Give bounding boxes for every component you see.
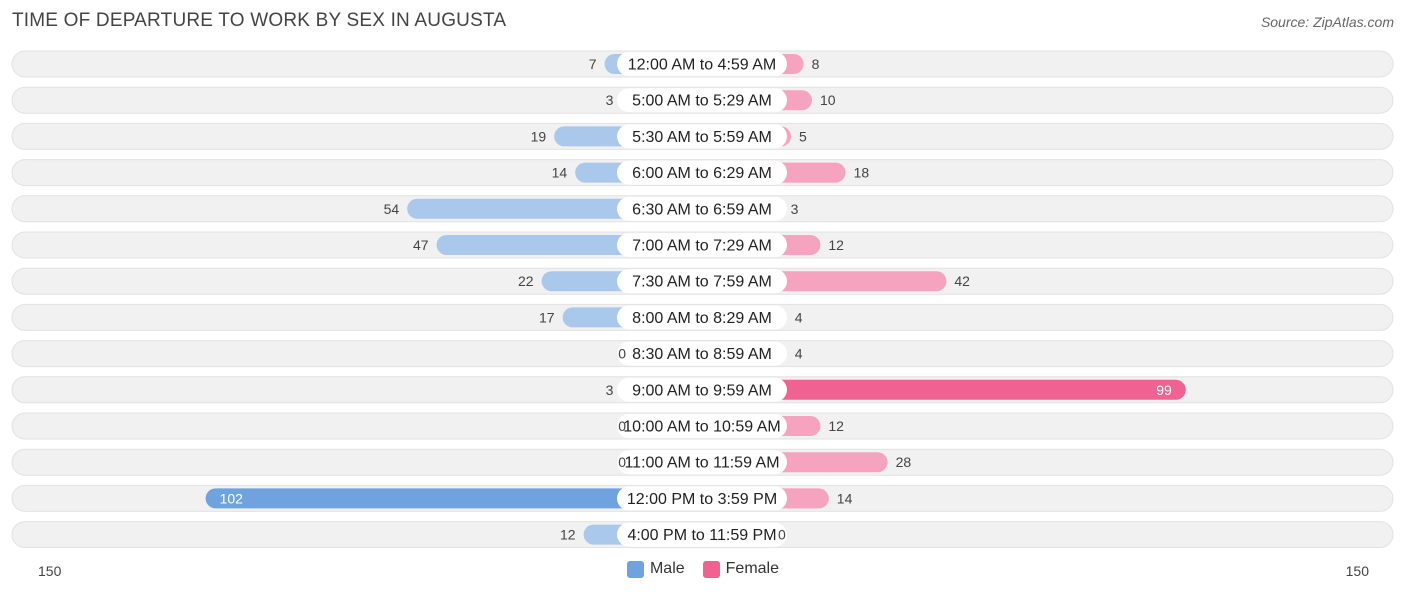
category-label-bg — [617, 233, 787, 257]
category-label: 7:00 AM to 7:29 AM — [632, 238, 772, 255]
category-label: 11:00 AM to 11:59 AM — [624, 455, 779, 472]
male-value-label: 12 — [560, 527, 576, 543]
category-label-bg — [617, 124, 787, 149]
legend-item-male: Male — [626, 560, 685, 578]
legend-item-female: Female — [702, 560, 780, 578]
category-label-bg — [617, 414, 787, 438]
category-label: 8:00 AM to 8:29 AM — [632, 310, 772, 327]
category-label: 9:00 AM to 9:59 AM — [632, 382, 772, 399]
female-value-label: 99 — [1156, 382, 1172, 398]
category-label-bg — [617, 88, 787, 113]
male-value-label: 0 — [618, 346, 626, 362]
female-value-label: 3 — [791, 201, 799, 217]
category-label: 8:30 AM to 8:59 AM — [632, 346, 772, 363]
female-value-label: 8 — [812, 56, 820, 72]
female-value-label: 12 — [828, 237, 844, 253]
category-label: 5:00 AM to 5:29 AM — [632, 93, 772, 110]
source-note: Source: ZipAtlas.com — [1260, 14, 1394, 30]
category-label: 7:30 AM to 7:59 AM — [632, 274, 772, 291]
category-label-bg — [617, 305, 787, 330]
male-value-label: 14 — [552, 165, 568, 181]
female-value-label: 18 — [854, 165, 870, 181]
male-value-label: 47 — [413, 237, 429, 253]
female-value-label: 0 — [778, 527, 786, 543]
female-value-label: 14 — [837, 490, 853, 506]
female-value-label: 10 — [820, 92, 836, 108]
legend-swatch-male — [626, 560, 644, 578]
category-label-bg — [617, 486, 787, 511]
female-value-label: 42 — [954, 273, 970, 289]
category-label-bg — [617, 52, 787, 76]
male-value-label: 19 — [531, 128, 547, 144]
male-value-label: 102 — [220, 490, 244, 506]
female-value-label: 4 — [795, 309, 803, 325]
legend: Male Female — [0, 560, 1406, 578]
male-value-label: 0 — [618, 418, 626, 434]
category-label: 12:00 AM to 4:59 AM — [628, 57, 777, 74]
female-bar — [702, 379, 1186, 400]
male-bar — [205, 488, 702, 509]
female-value-label: 4 — [795, 346, 803, 362]
female-value-label: 28 — [896, 454, 912, 470]
male-value-label: 54 — [384, 201, 400, 217]
category-label-bg — [617, 160, 787, 185]
category-label: 5:30 AM to 5:59 AM — [632, 129, 772, 146]
category-label-bg — [617, 196, 787, 221]
category-label-bg — [617, 269, 787, 294]
female-value-label: 12 — [828, 418, 844, 434]
male-value-label: 0 — [618, 454, 626, 470]
category-label-bg — [617, 341, 787, 366]
category-label: 6:30 AM to 6:59 AM — [632, 201, 772, 218]
male-value-label: 3 — [606, 92, 614, 108]
legend-label-female: Female — [725, 560, 780, 577]
category-label-bg — [617, 377, 787, 402]
category-label: 6:00 AM to 6:29 AM — [632, 165, 772, 182]
chart-title: TIME OF DEPARTURE TO WORK BY SEX IN AUGU… — [12, 10, 507, 31]
category-label-bg — [617, 450, 787, 475]
legend-swatch-female — [702, 560, 720, 578]
category-label: 10:00 AM to 10:59 AM — [623, 419, 780, 436]
male-value-label: 17 — [539, 309, 555, 325]
male-value-label: 7 — [589, 56, 597, 72]
male-value-label: 22 — [518, 273, 534, 289]
legend-label-male: Male — [649, 560, 685, 577]
category-label-bg — [617, 522, 787, 547]
male-value-label: 3 — [606, 382, 614, 398]
female-value-label: 5 — [799, 128, 807, 144]
category-label: 12:00 PM to 3:59 PM — [627, 491, 777, 508]
axis-label-right: 150 — [1346, 563, 1370, 579]
axis-label-left: 150 — [38, 563, 62, 579]
category-label: 4:00 PM to 11:59 PM — [627, 527, 776, 544]
